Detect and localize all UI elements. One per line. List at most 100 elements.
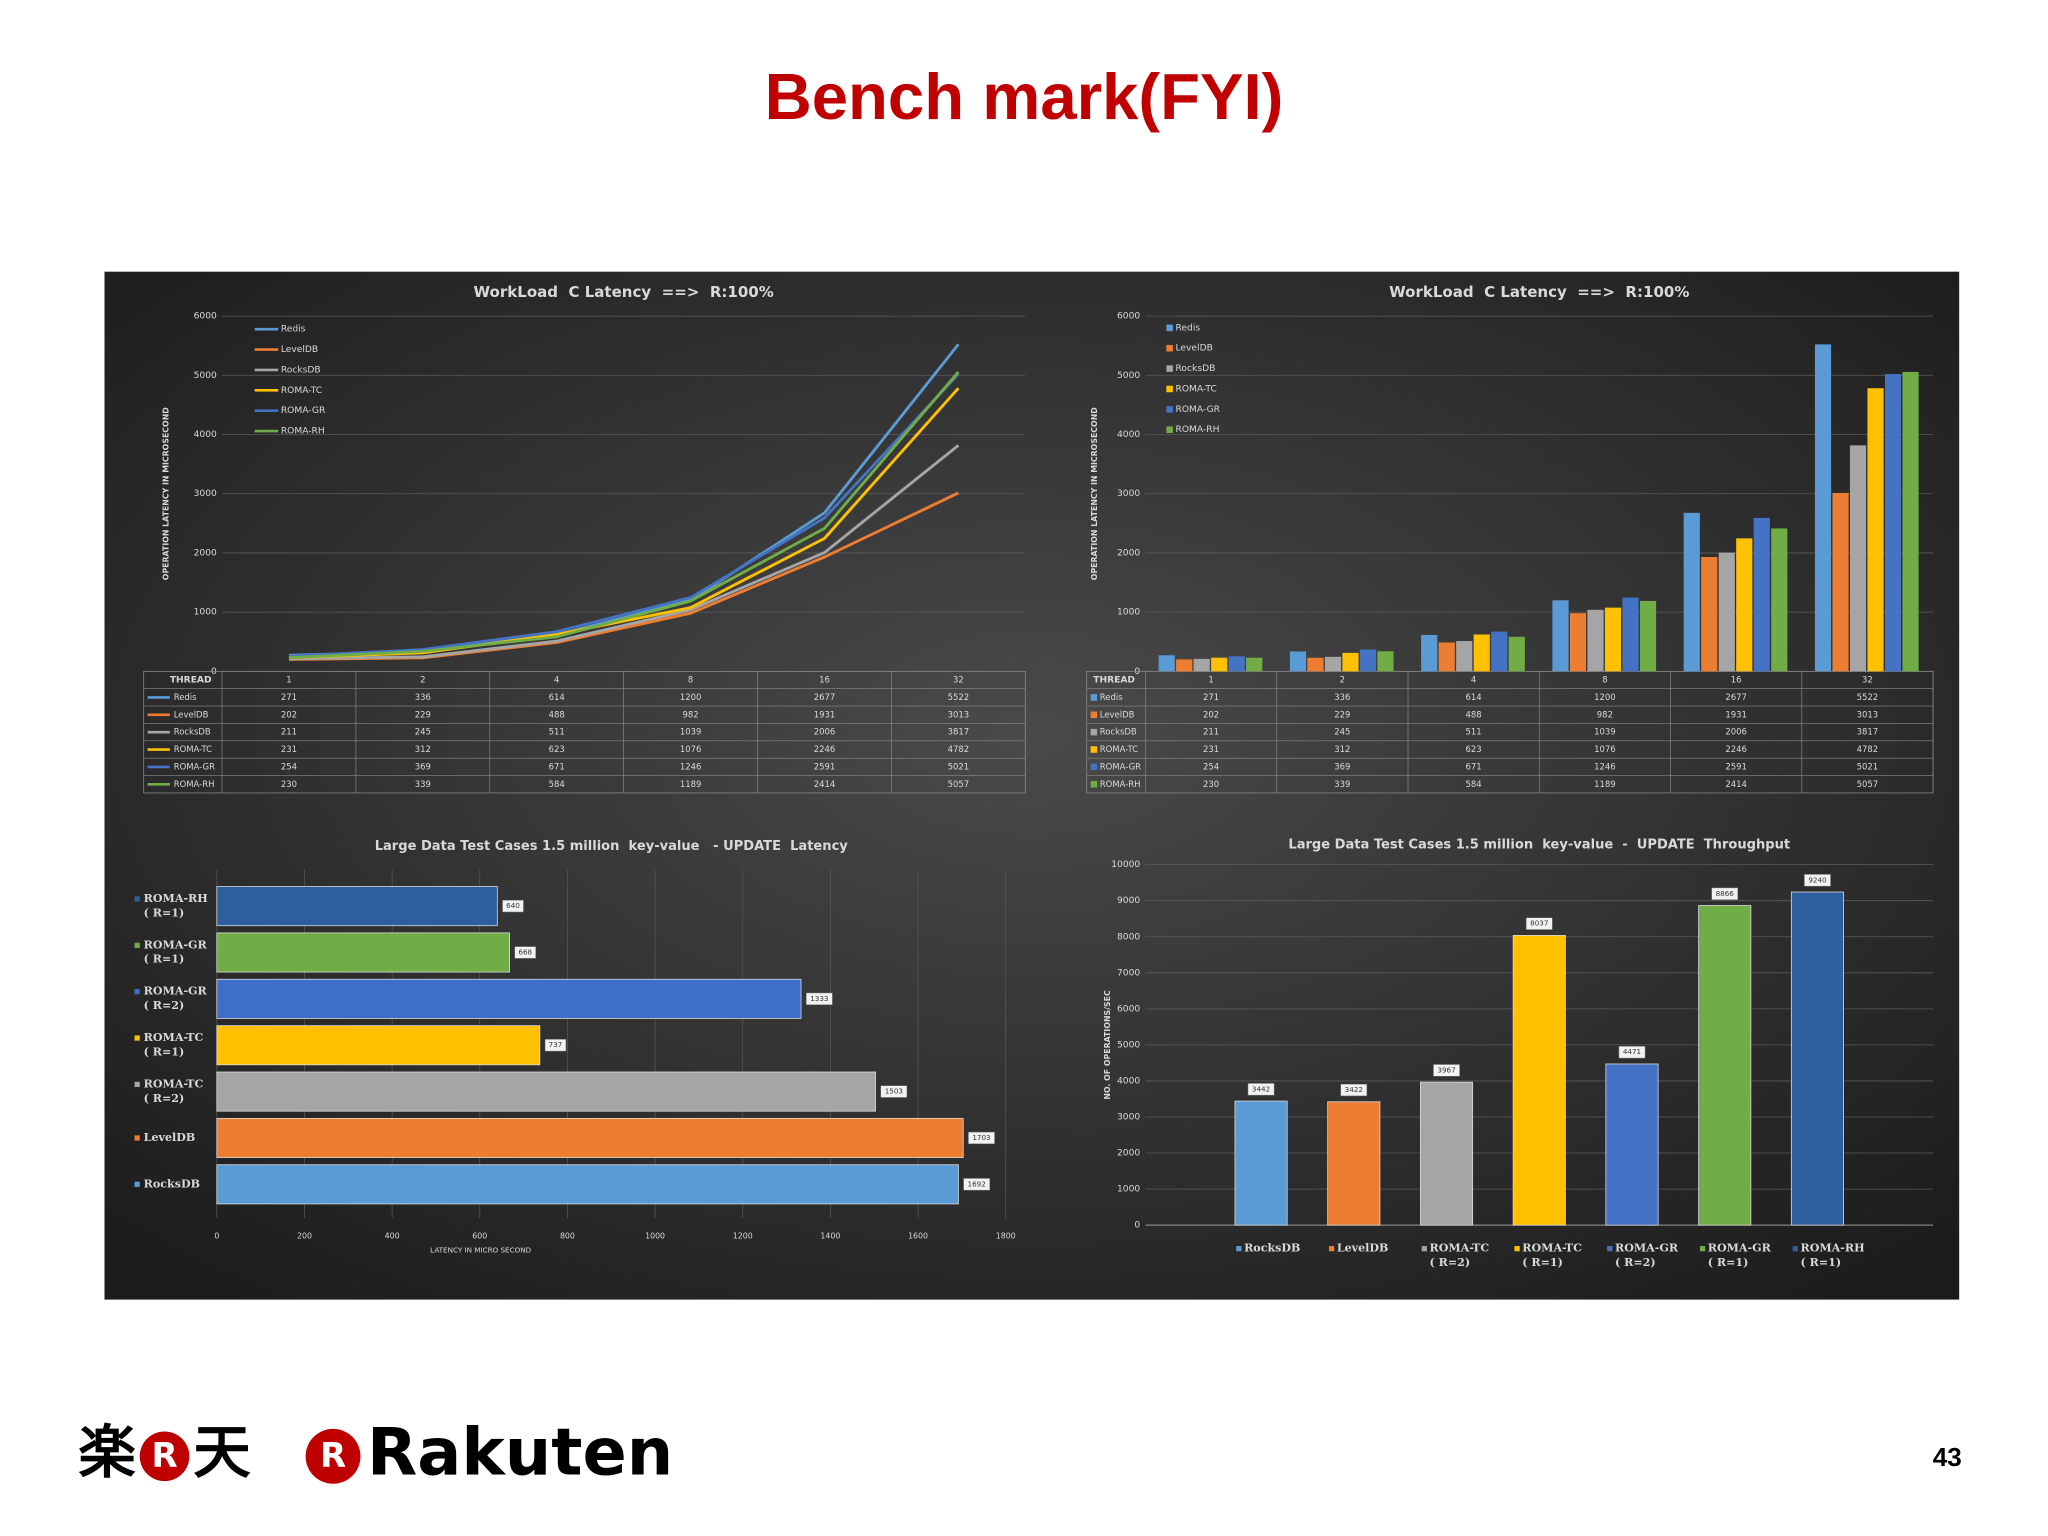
logo-jp: 楽 R 天 [78, 1419, 251, 1486]
x-tick-label: 600 [472, 1232, 487, 1241]
value-label-box [502, 899, 524, 913]
bar [1639, 600, 1657, 672]
table-series-name: ROMA-GR [1100, 761, 1141, 771]
y-tick-label: 6000 [194, 312, 217, 322]
bar [1420, 1081, 1474, 1226]
table-value: 982 [1597, 709, 1613, 719]
value-label-box [1247, 1083, 1275, 1096]
bar [1587, 609, 1604, 672]
chart-title: WorkLoad C Latency ==> R:100% [1389, 283, 1689, 301]
y-tick-label: 1000 [1117, 608, 1140, 618]
x-tick-label: 0 [214, 1232, 219, 1241]
chart-title: Large Data Test Cases 1.5 million key-va… [375, 839, 849, 854]
y-tick-label: 2000 [1117, 548, 1140, 558]
logo-mark: R [320, 1436, 346, 1476]
table-value: 211 [1203, 727, 1219, 737]
table-series-name: ROMA-GR [174, 761, 215, 771]
y-tick-label: 5000 [1117, 371, 1140, 381]
y-tick-label: 4000 [1117, 1076, 1140, 1086]
legend-label: Redis [1176, 323, 1201, 333]
legend-label: LevelDB [281, 345, 318, 355]
x-tick-label: 2 [1340, 675, 1345, 685]
table-value: 1039 [1594, 727, 1616, 737]
value-label-box [1340, 1083, 1368, 1097]
table-value: 230 [1203, 779, 1219, 789]
y-tick-label: 3000 [1117, 1112, 1140, 1122]
table-value: 2006 [1725, 727, 1747, 737]
bar [1718, 552, 1735, 672]
x-tick-label: 4 [1471, 675, 1476, 685]
table-value: 1931 [814, 709, 836, 719]
page-number: 43 [1933, 1442, 1962, 1472]
y-tick-label: 3000 [1117, 489, 1140, 499]
table-value: 254 [1203, 761, 1219, 771]
value-label-box [1618, 1046, 1646, 1059]
table-value: 369 [1334, 761, 1350, 771]
table-value: 2677 [1725, 692, 1747, 702]
value-label-box [1804, 874, 1831, 887]
table-legend-swatch [1090, 694, 1098, 701]
table-value: 271 [1203, 692, 1219, 702]
table-value: 623 [549, 744, 565, 754]
value-label: 3422 [1345, 1085, 1363, 1094]
value-label-box [1525, 917, 1553, 930]
table-series-name: ROMA-RH [1100, 779, 1141, 789]
table-value: 336 [415, 692, 431, 702]
x-tick-label: RocksDB [1244, 1242, 1300, 1255]
x-tick-label: ROMA-GR( R=1) [1708, 1242, 1772, 1269]
table-series-name: RocksDB [1100, 727, 1137, 737]
bar [1622, 597, 1639, 672]
value-label-box [880, 1085, 908, 1098]
category-swatch [1514, 1246, 1520, 1252]
table-value: 614 [1466, 692, 1482, 702]
table-series-name: ROMA-RH [174, 779, 215, 789]
table-value: 245 [415, 727, 431, 737]
y-tick-label: 7000 [1117, 968, 1140, 978]
bar [1605, 1063, 1659, 1226]
logo-char: R [152, 1436, 178, 1476]
bar [1193, 658, 1210, 672]
value-label: 9240 [1808, 875, 1827, 884]
table-value: 339 [415, 779, 431, 789]
y-tick-label: 4000 [194, 430, 217, 440]
table-value: 3817 [1857, 727, 1879, 737]
bar [1683, 512, 1700, 672]
y-tick-label: LevelDB [144, 1131, 196, 1144]
category-swatch [1792, 1246, 1798, 1252]
logo-char: 天 [193, 1419, 251, 1486]
table-value: 1076 [1594, 744, 1616, 754]
table-value: 511 [549, 727, 565, 737]
table-value: 2246 [814, 744, 836, 754]
value-label: 640 [506, 901, 520, 910]
table-value: 369 [415, 761, 431, 771]
x-tick-label: ROMA-GR( R=2) [1615, 1242, 1679, 1269]
table-value: 511 [1466, 727, 1482, 737]
legend-label: ROMA-TC [1176, 384, 1217, 394]
value-label: 1692 [968, 1179, 986, 1188]
legend-swatch [1166, 426, 1173, 433]
y-tick-label: 2000 [194, 548, 217, 558]
x-tick-label: 8 [688, 675, 693, 685]
table-value: 1039 [680, 727, 702, 737]
table-value: 202 [281, 709, 297, 719]
table-value: 202 [1203, 709, 1219, 719]
table-value: 4782 [1857, 744, 1879, 754]
table-value: 336 [1334, 692, 1350, 702]
logo-circle [139, 1431, 190, 1482]
bar [1902, 371, 1919, 672]
y-tick-label: ROMA-TC( R=1) [144, 1031, 204, 1058]
value-label: 1503 [885, 1087, 903, 1096]
value-label: 3442 [1252, 1084, 1270, 1093]
table-value: 271 [281, 692, 297, 702]
y-tick-label: ROMA-GR( R=2) [144, 985, 208, 1012]
table-value: 5021 [1857, 761, 1879, 771]
table-legend-swatch [1090, 780, 1098, 788]
table-value: 231 [1203, 744, 1219, 754]
value-label: 1703 [972, 1133, 990, 1142]
table-value: 245 [1334, 727, 1350, 737]
x-tick-label: 1000 [645, 1232, 665, 1241]
bar [1342, 652, 1359, 672]
bar [1701, 557, 1718, 672]
legend-label: ROMA-GR [1176, 405, 1221, 415]
table-legend-swatch [1090, 728, 1098, 736]
